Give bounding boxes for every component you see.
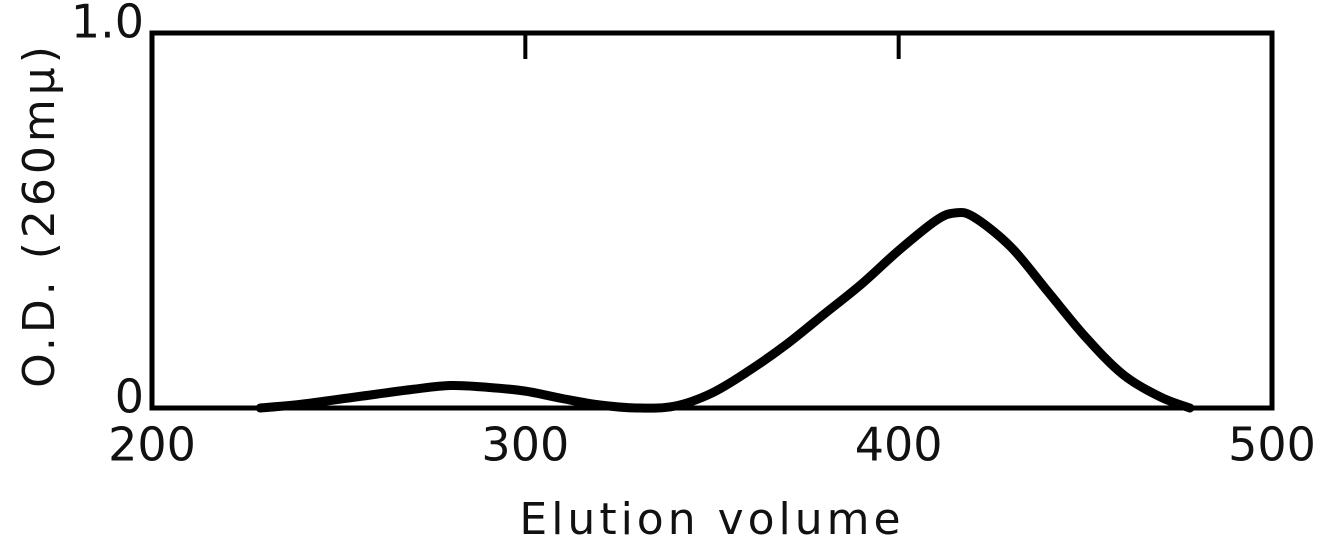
y-axis-title: O.D. (260mμ) <box>14 42 65 388</box>
x-tick-label: 500 <box>1228 418 1316 472</box>
x-tick-label: 200 <box>108 418 196 472</box>
x-axis-title: Elution volume <box>519 494 904 545</box>
x-tick-label: 400 <box>855 418 943 472</box>
y-tick-label: 1.0 <box>71 0 144 49</box>
data-line <box>255 207 1195 413</box>
x-tick-label: 300 <box>481 418 569 472</box>
y-tick-label: 0 <box>115 370 144 424</box>
plot-frame <box>149 30 1275 411</box>
